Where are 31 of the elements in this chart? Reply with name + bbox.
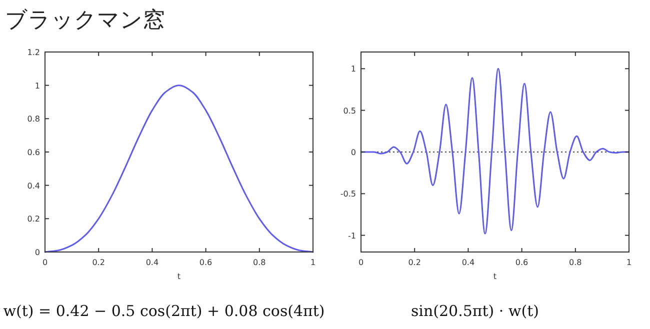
y-tick-label: 0.4 xyxy=(27,181,40,190)
y-tick-label: 0.8 xyxy=(27,114,40,124)
x-tick-label: 0.2 xyxy=(92,258,105,267)
text: sin(20.5πt) · w(t) xyxy=(410,302,540,320)
line-series xyxy=(360,68,630,234)
x-tick-label: 1 xyxy=(310,258,316,267)
line-series xyxy=(44,84,314,253)
y-tick-label: 1 xyxy=(34,81,40,90)
x-tick-label: 0 xyxy=(42,258,48,267)
x-tick-label: 0.6 xyxy=(199,258,212,267)
x-tick-label: 1 xyxy=(626,258,632,267)
y-tick-label: 0 xyxy=(350,148,356,157)
y-tick-label: 0.6 xyxy=(27,148,40,157)
x-tick-label: 0.4 xyxy=(146,258,159,267)
y-tick-label: 0.2 xyxy=(27,214,40,224)
y-tick-label: 1 xyxy=(350,64,356,74)
y-tick-label: -1 xyxy=(348,231,356,240)
text: w(t) = 0.42 − 0.5 cos(2πt) + 0.08 cos(4πt) xyxy=(3,302,325,320)
x-tick-label: 0.4 xyxy=(462,258,475,267)
x-tick-label: 0.8 xyxy=(253,258,266,267)
x-tick-label: 0.6 xyxy=(515,258,528,267)
x-tick-label: 0.8 xyxy=(569,258,582,267)
y-tick-label: 0 xyxy=(34,248,40,257)
x-tick-label: 0 xyxy=(358,258,364,267)
x-tick-label: 0.2 xyxy=(408,258,421,267)
x-axis-title: t xyxy=(493,272,497,281)
y-tick-label: 1.2 xyxy=(27,48,40,57)
y-tick-label: 0.5 xyxy=(343,106,356,116)
x-axis-title: t xyxy=(177,272,181,281)
y-tick-label: -0.5 xyxy=(340,190,356,199)
chart-title: ブラックマン窓 xyxy=(5,8,165,33)
